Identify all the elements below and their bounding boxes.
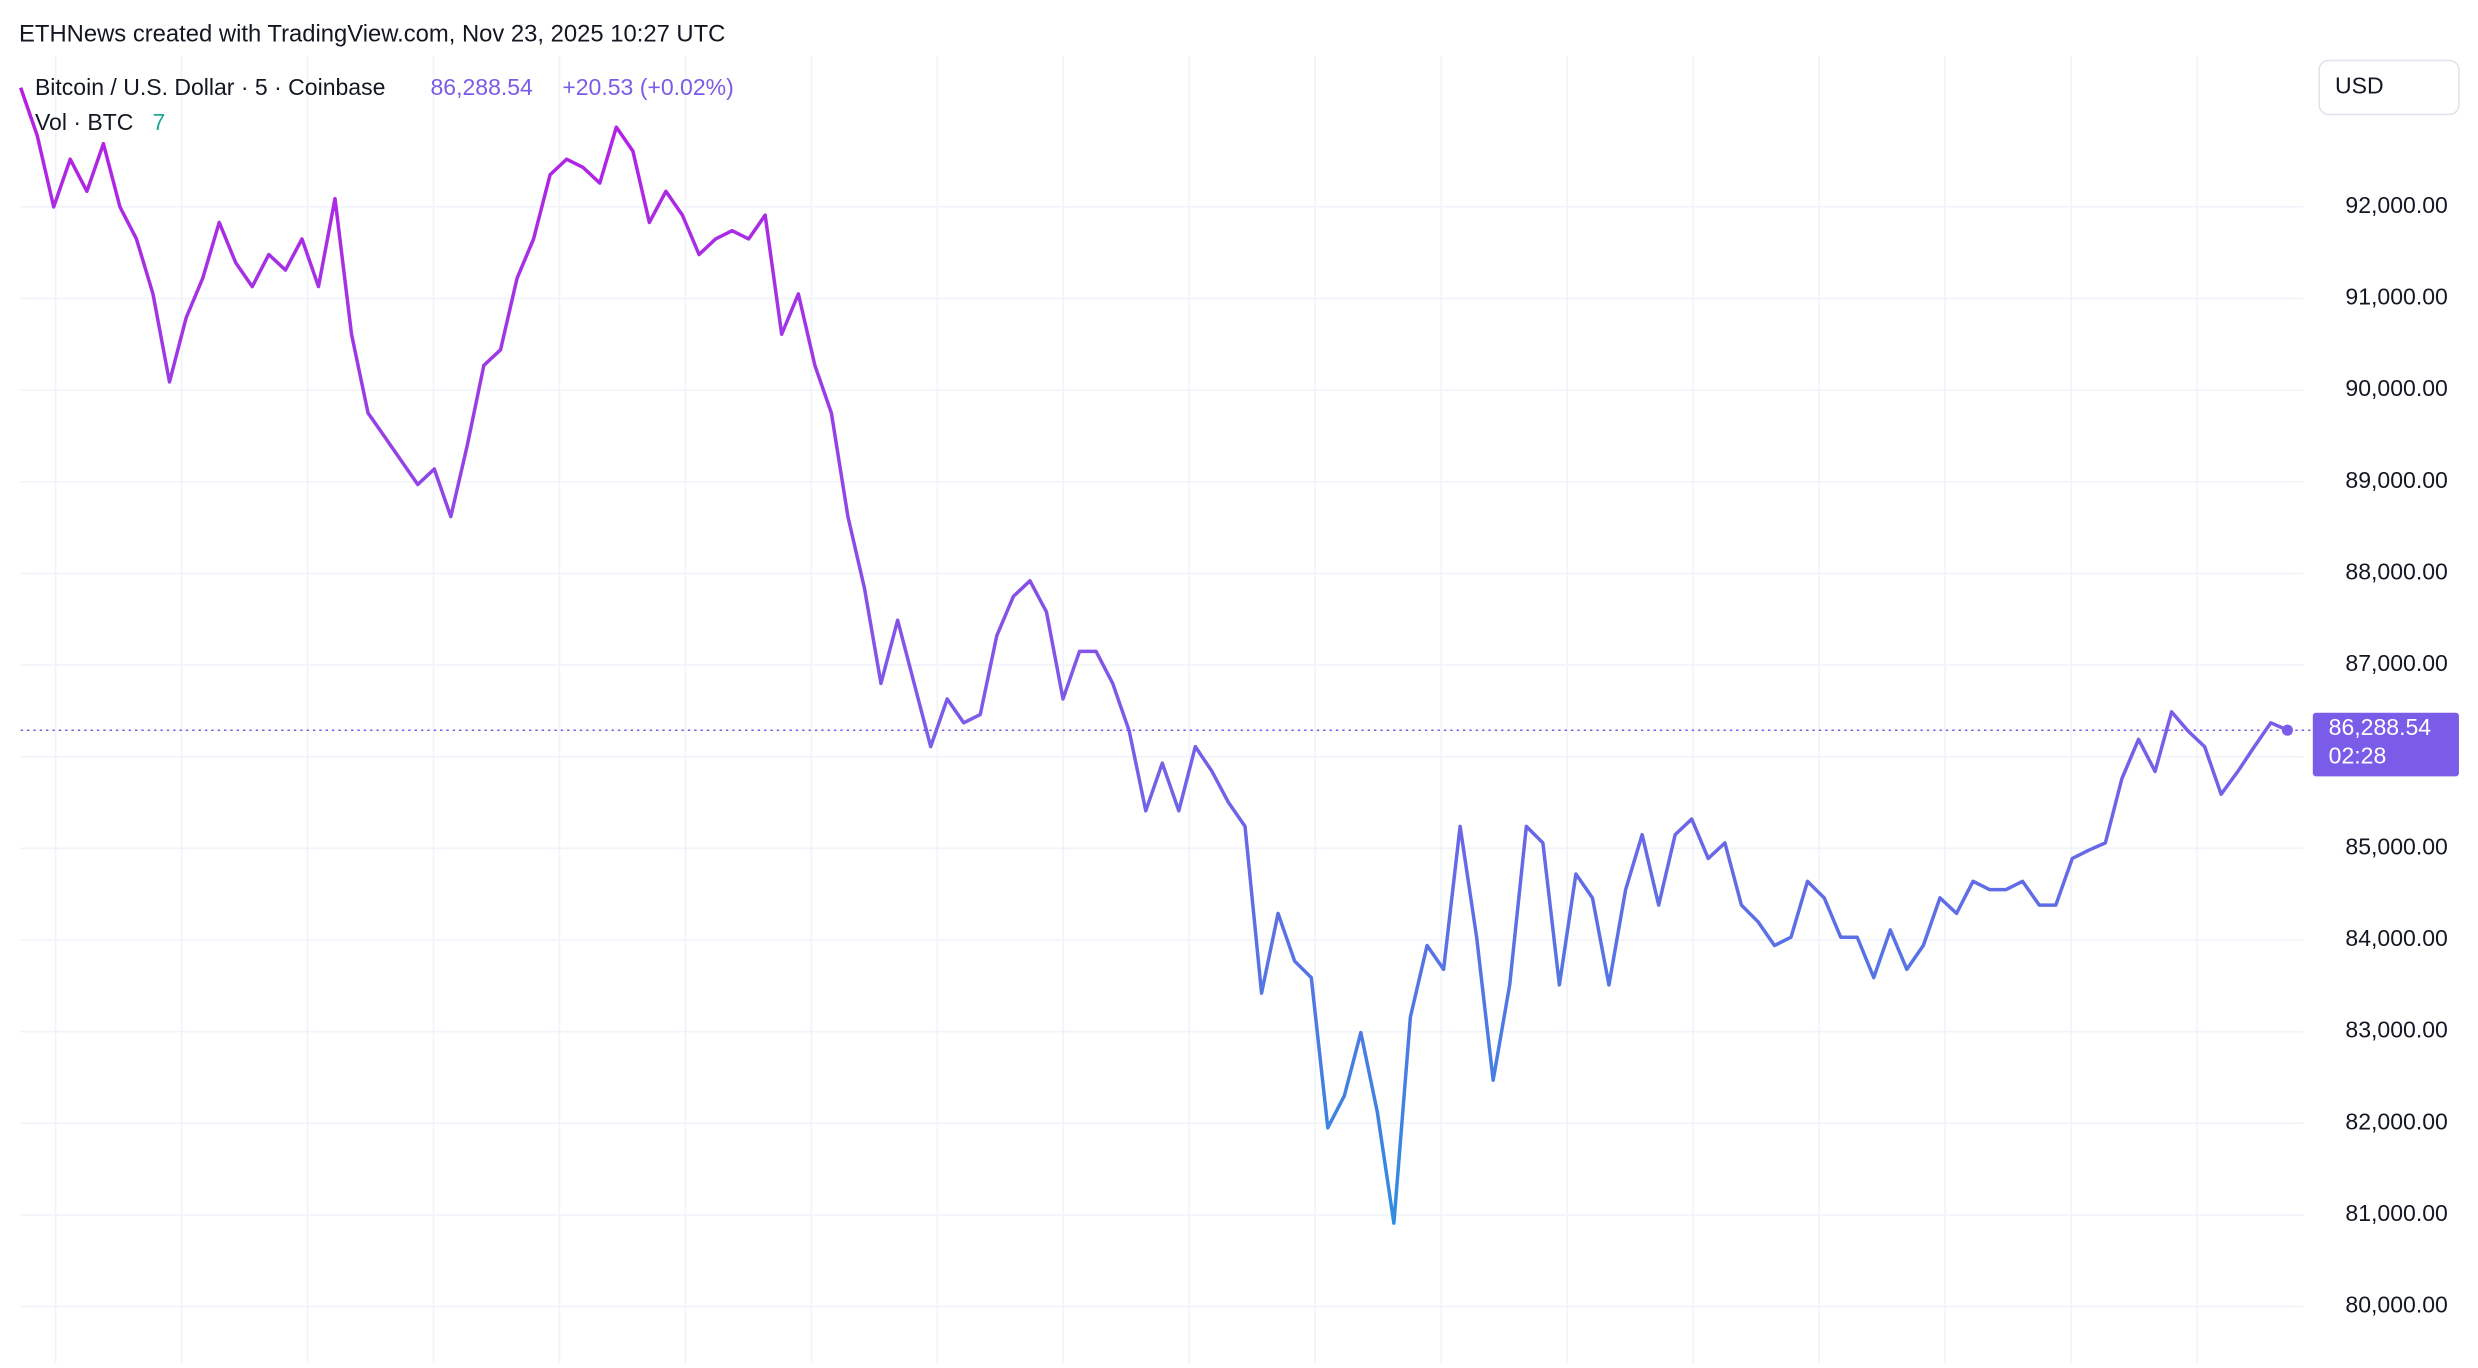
y-tick-label: 84,000.00 <box>2345 925 2447 951</box>
y-tick-label: 92,000.00 <box>2345 192 2447 218</box>
y-tick-label: 87,000.00 <box>2345 650 2447 676</box>
legend-price: 86,288.54 <box>430 74 533 100</box>
currency-label[interactable]: USD <box>2335 72 2384 98</box>
y-tick-label: 81,000.00 <box>2345 1200 2447 1226</box>
legend-change: +20.53 (+0.02%) <box>562 74 733 100</box>
y-tick-label: 89,000.00 <box>2345 467 2447 493</box>
currency-button[interactable] <box>2318 59 2460 116</box>
header: ETHNews created with TradingView.com, No… <box>19 20 725 47</box>
legend-symbol: Bitcoin / U.S. Dollar · 5 · Coinbase <box>35 74 385 100</box>
last-price-label: 86,288.54 <box>2329 714 2432 740</box>
y-tick-label: 85,000.00 <box>2345 833 2447 859</box>
countdown: 02:28 <box>2329 742 2387 768</box>
y-tick-label: 83,000.00 <box>2345 1017 2447 1043</box>
plot <box>18 87 2313 1225</box>
price-line <box>18 87 2289 1225</box>
y-tick-label: 82,000.00 <box>2345 1108 2447 1134</box>
y-tick-label: 90,000.00 <box>2345 375 2447 401</box>
last-point <box>2281 724 2293 736</box>
volume-value: 7 <box>152 109 165 135</box>
last-price-box <box>2312 712 2459 777</box>
y-tick-label: 91,000.00 <box>2345 284 2447 310</box>
y-tick-label: 88,000.00 <box>2345 559 2447 585</box>
grid <box>20 55 2304 1363</box>
volume-label: Vol · BTC <box>35 109 133 135</box>
y-tick-label: 80,000.00 <box>2345 1292 2447 1318</box>
